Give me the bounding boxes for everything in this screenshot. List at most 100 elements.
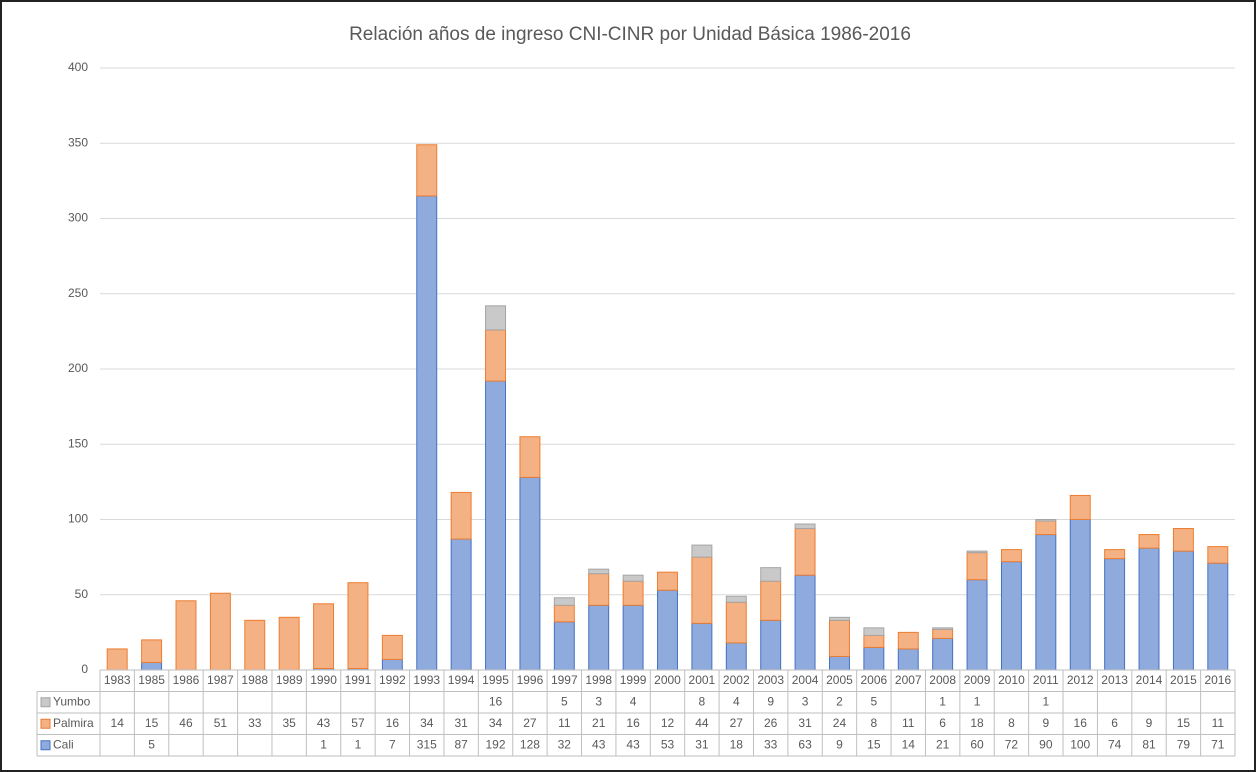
bar-segment (381, 634, 403, 660)
bar-segment (485, 380, 507, 671)
x-tick-label: 2013 (1101, 673, 1128, 687)
bar-segment (141, 661, 163, 671)
bar-segment (828, 655, 850, 671)
bar-segment (966, 550, 988, 554)
table-value: 9 (767, 694, 774, 708)
table-value: 1 (355, 737, 362, 751)
table-value: 34 (489, 716, 503, 730)
table-value: 11 (558, 716, 571, 730)
bar-segment (932, 637, 954, 671)
table-value: 46 (179, 716, 193, 730)
x-tick-label: 1989 (276, 673, 303, 687)
table-value: 43 (592, 737, 606, 751)
table-value: 15 (867, 737, 881, 751)
y-tick-label: 0 (81, 662, 88, 676)
table-value: 43 (626, 737, 640, 751)
y-tick-label: 350 (68, 135, 88, 149)
x-tick-label: 1999 (620, 673, 647, 687)
bar-segment (244, 619, 266, 671)
table-value: 26 (764, 716, 778, 730)
bar-segment (691, 622, 713, 671)
bar-segment (519, 436, 541, 478)
table-value: 31 (454, 716, 468, 730)
bar-segment (932, 628, 954, 639)
bar-segment (1138, 534, 1160, 549)
table-value: 53 (661, 737, 675, 751)
bar-segment (725, 595, 747, 603)
table-value: 12 (661, 716, 675, 730)
bar-segment (828, 616, 850, 621)
x-tick-label: 1995 (482, 673, 509, 687)
bar-segment (588, 573, 610, 606)
x-tick-label: 2004 (792, 673, 819, 687)
bar-segment (1104, 549, 1126, 560)
x-tick-label: 2006 (861, 673, 888, 687)
x-tick-label: 1988 (241, 673, 268, 687)
bar-segment (897, 648, 919, 671)
legend-key (40, 718, 51, 729)
table-value: 4 (733, 694, 740, 708)
bar-segment (1207, 546, 1229, 564)
table-value: 15 (1177, 716, 1191, 730)
x-tick-label: 2007 (895, 673, 922, 687)
x-tick-label: 1996 (517, 673, 544, 687)
bar-segment (794, 523, 816, 530)
table-value: 57 (351, 716, 365, 730)
table-value: 128 (520, 737, 540, 751)
x-tick-label: 2000 (654, 673, 681, 687)
x-tick-label: 2012 (1067, 673, 1094, 687)
bar-segment (519, 476, 541, 671)
table-value: 60 (970, 737, 984, 751)
x-tick-label: 1986 (173, 673, 200, 687)
bar-segment (416, 195, 438, 671)
x-tick-label: 2015 (1170, 673, 1197, 687)
bar-segment (863, 627, 885, 636)
y-tick-label: 50 (75, 587, 89, 601)
bar-segment (897, 631, 919, 650)
bar-segment (622, 604, 644, 671)
table-value: 24 (833, 716, 847, 730)
bar-segment (863, 634, 885, 648)
table-value: 8 (699, 694, 706, 708)
bar-segment (932, 627, 954, 630)
bar-segment (657, 571, 678, 591)
table-value: 14 (902, 737, 916, 751)
table-value: 9 (1146, 716, 1153, 730)
bar-segment (1000, 549, 1022, 563)
table-value: 14 (111, 716, 125, 730)
table-value: 16 (489, 694, 503, 708)
table-value: 6 (939, 716, 946, 730)
bar-segment (141, 639, 163, 663)
table-value: 74 (1108, 737, 1122, 751)
bar-segment (1035, 519, 1057, 522)
bar-segment (106, 648, 128, 671)
table-value: 18 (730, 737, 744, 751)
table-value: 5 (561, 694, 568, 708)
y-tick-label: 100 (68, 512, 88, 526)
bar-segment (1069, 519, 1091, 671)
bar-segment (1104, 558, 1126, 671)
table-value: 33 (764, 737, 778, 751)
table-value: 35 (282, 716, 296, 730)
bar-segment (828, 619, 850, 657)
table-value: 9 (1042, 716, 1049, 730)
table-value: 31 (798, 716, 812, 730)
table-value: 51 (214, 716, 228, 730)
x-tick-label: 1993 (413, 673, 440, 687)
table-value: 21 (936, 737, 950, 751)
bar-segment (588, 568, 610, 575)
x-tick-label: 1983 (104, 673, 131, 687)
table-value: 3 (802, 694, 809, 708)
bar-segment (553, 597, 575, 606)
legend-label: Palmira (53, 716, 94, 730)
bar-segment (1172, 528, 1194, 552)
legend-key (40, 697, 51, 708)
legend-key (40, 740, 51, 751)
table-value: 21 (592, 716, 606, 730)
bar-segment (622, 574, 644, 582)
table-value: 44 (695, 716, 709, 730)
table-value: 27 (523, 716, 537, 730)
x-tick-label: 2009 (964, 673, 991, 687)
table-value: 18 (970, 716, 984, 730)
